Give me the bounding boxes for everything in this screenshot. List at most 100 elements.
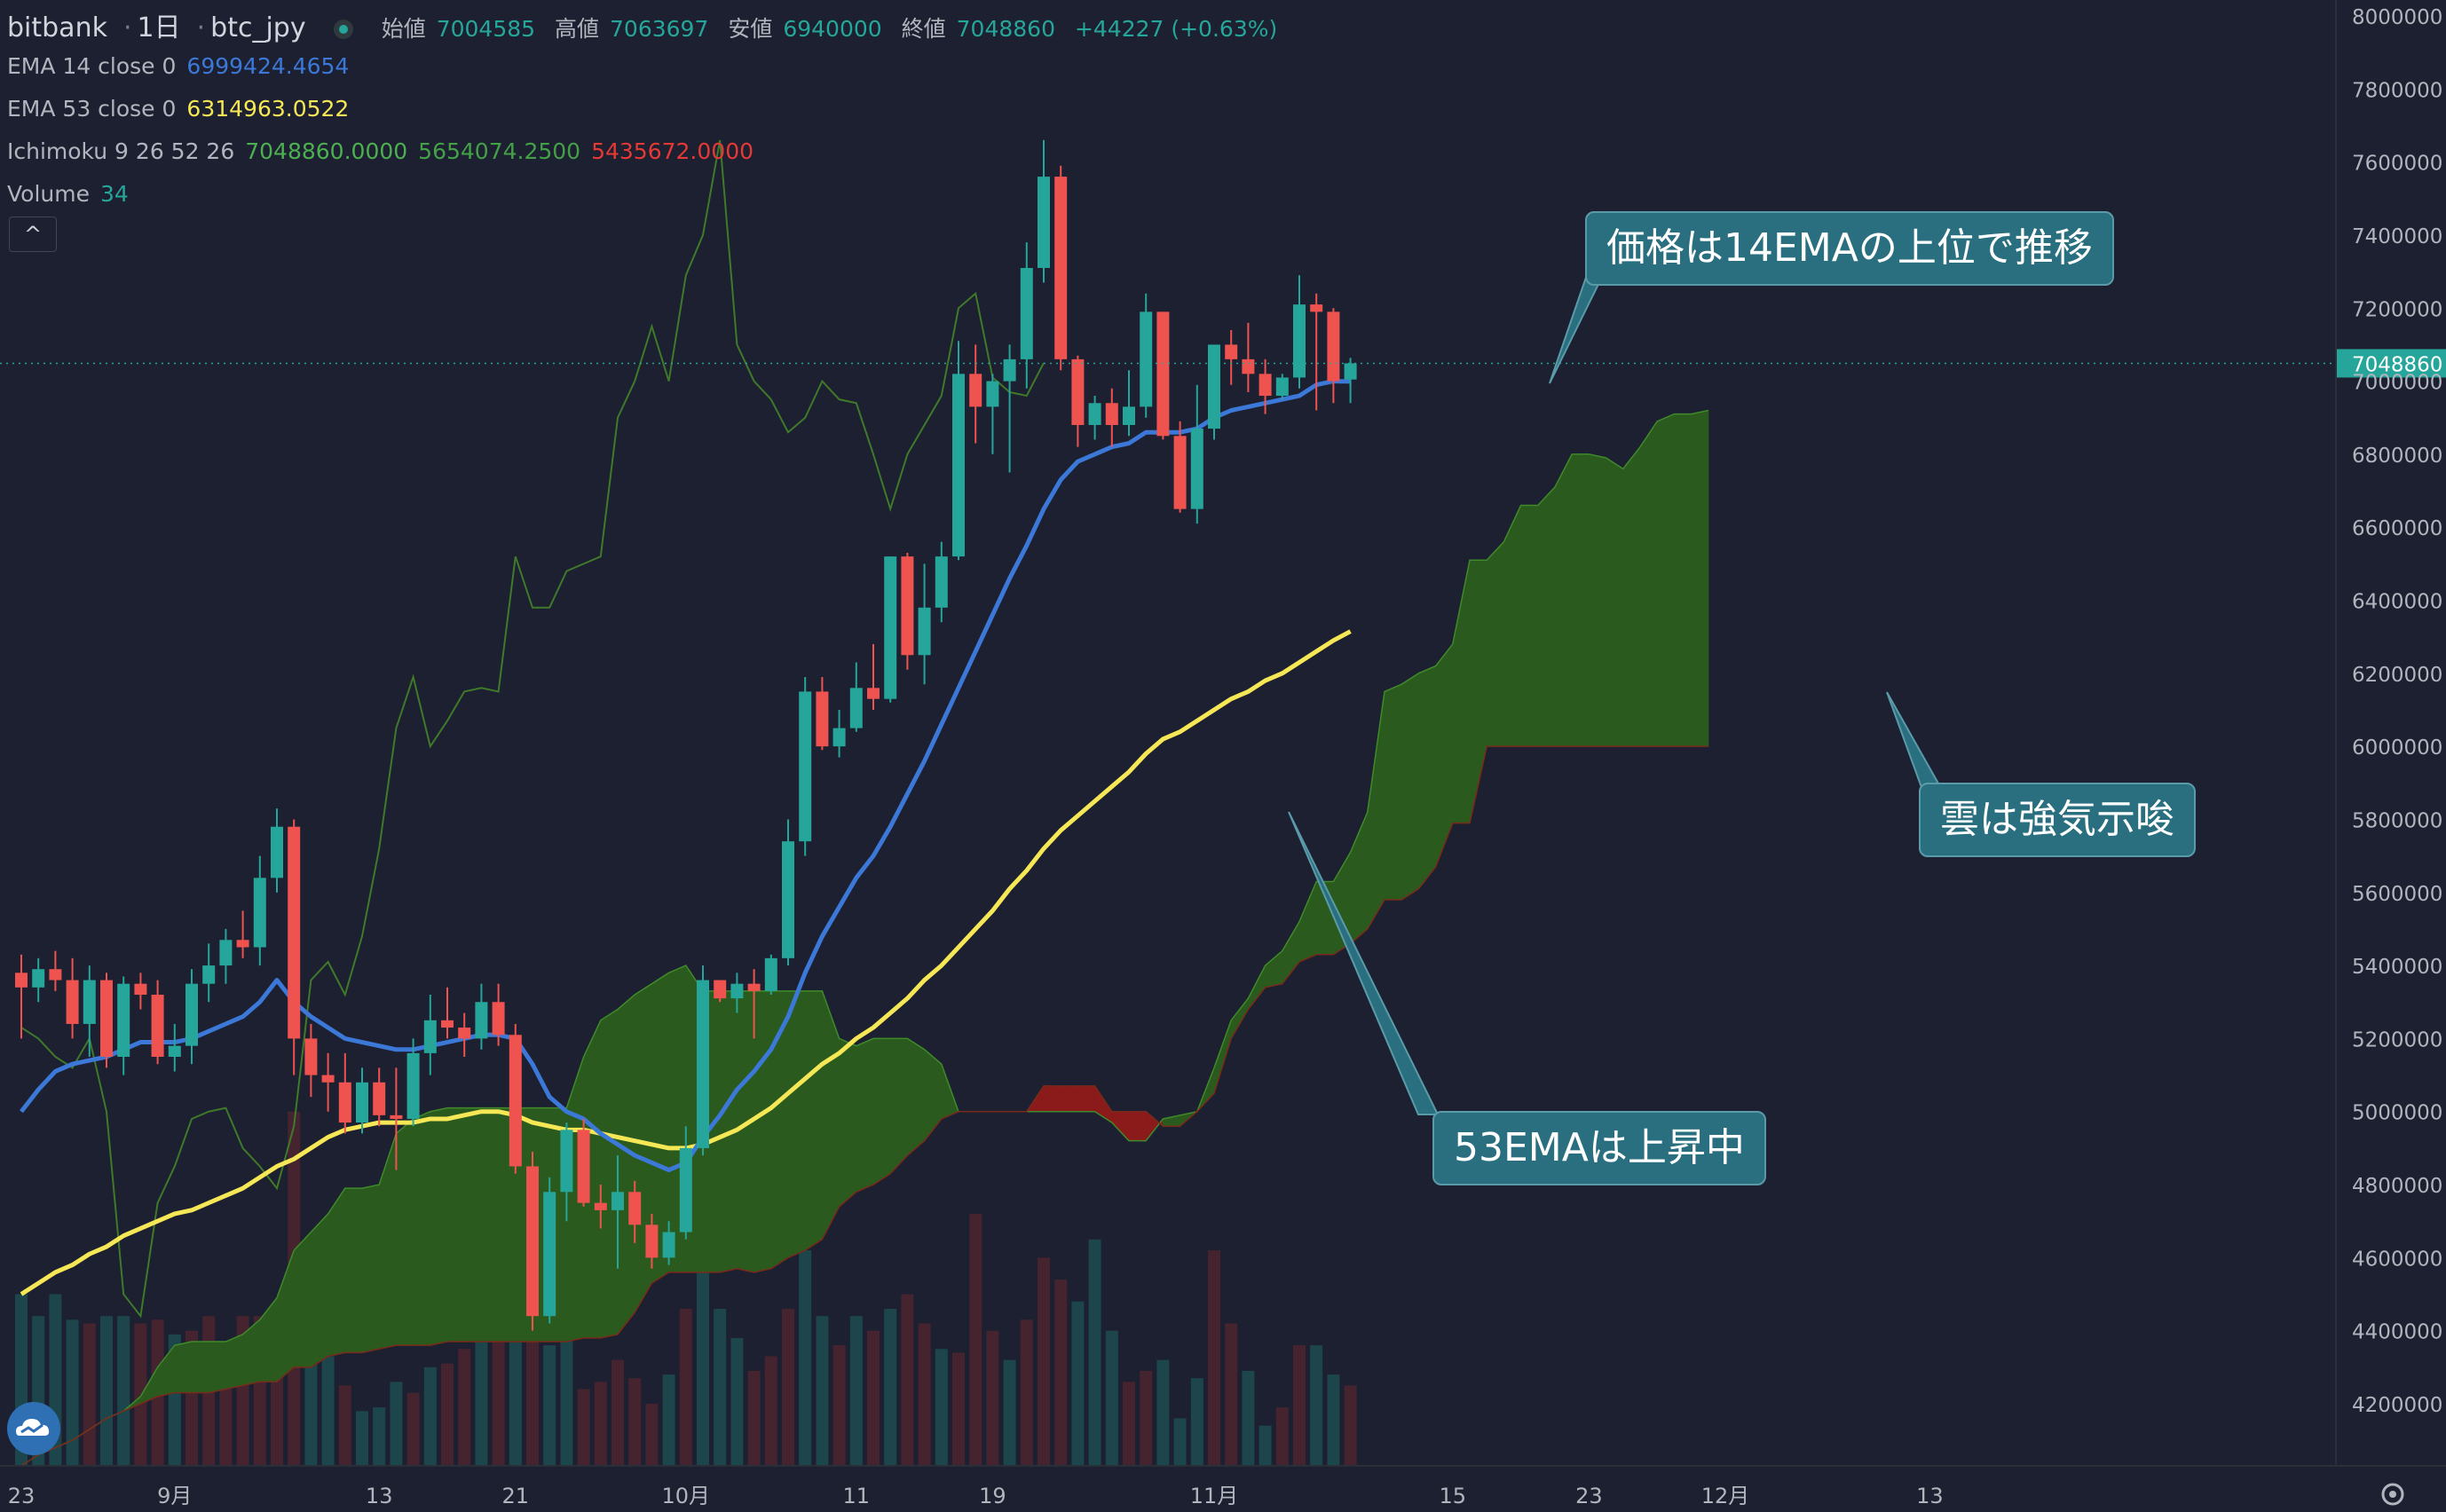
- cloud-segment: [1401, 672, 1419, 901]
- candle[interactable]: [1275, 374, 1289, 400]
- candle[interactable]: [832, 710, 846, 758]
- candle[interactable]: [714, 980, 727, 1003]
- candle[interactable]: [662, 1221, 675, 1265]
- candle[interactable]: [799, 676, 812, 856]
- candle[interactable]: [901, 553, 914, 670]
- candle[interactable]: [730, 973, 744, 1013]
- time-tick-label: 10月: [662, 1484, 711, 1508]
- candle[interactable]: [441, 987, 454, 1039]
- candle[interactable]: [1020, 242, 1033, 389]
- candle[interactable]: [577, 1118, 590, 1207]
- candle[interactable]: [1038, 139, 1050, 283]
- candle[interactable]: [32, 957, 45, 1003]
- candle[interactable]: [543, 1177, 556, 1324]
- volume-bar: [935, 1349, 948, 1466]
- volume-bar: [799, 1250, 812, 1466]
- candle[interactable]: [219, 928, 233, 984]
- candle[interactable]: [100, 973, 113, 1068]
- candle[interactable]: [151, 980, 164, 1065]
- candle[interactable]: [816, 676, 829, 751]
- candle[interactable]: [884, 556, 897, 703]
- candle[interactable]: [1190, 384, 1203, 524]
- candle[interactable]: [202, 943, 216, 1003]
- cloud-segment: [225, 1334, 244, 1390]
- candle[interactable]: [321, 1052, 335, 1112]
- candle[interactable]: [969, 344, 982, 444]
- candle[interactable]: [867, 643, 880, 710]
- interval-label[interactable]: 1日: [137, 12, 181, 43]
- candle[interactable]: [612, 1155, 624, 1269]
- candle[interactable]: [15, 954, 28, 1039]
- candle[interactable]: [1310, 293, 1323, 411]
- candle[interactable]: [1123, 370, 1135, 437]
- cloud-segment: [736, 990, 755, 1273]
- candle[interactable]: [918, 563, 931, 685]
- candle[interactable]: [1225, 329, 1238, 385]
- indicator-volume-legend[interactable]: Volume 34: [7, 181, 139, 207]
- candle-body: [577, 1130, 590, 1203]
- candle[interactable]: [560, 1122, 573, 1222]
- candle[interactable]: [1054, 165, 1068, 371]
- candle[interactable]: [338, 1052, 351, 1134]
- candle-body: [816, 691, 829, 747]
- candle[interactable]: [1088, 396, 1101, 440]
- candle[interactable]: [423, 995, 437, 1075]
- candle[interactable]: [49, 950, 62, 991]
- candle[interactable]: [253, 855, 266, 966]
- candle[interactable]: [475, 983, 488, 1050]
- candle[interactable]: [356, 1067, 368, 1134]
- candle[interactable]: [1003, 344, 1016, 473]
- candle[interactable]: [986, 374, 999, 454]
- indicator-ema53-legend[interactable]: EMA 53 close 0 6314963.0522: [7, 96, 359, 122]
- candle[interactable]: [645, 1213, 659, 1269]
- price-axis[interactable]: 4200000 4400000 4600000 4800000 5000000 52000…: [2335, 0, 2442, 1466]
- candle[interactable]: [764, 954, 777, 996]
- candle[interactable]: [509, 1023, 522, 1174]
- time-axis[interactable]: 23 9月 13 21 10月 11 19 11月 15 23 12月 13: [0, 1465, 2446, 1508]
- candle[interactable]: [406, 1038, 420, 1127]
- candle[interactable]: [594, 1185, 607, 1229]
- candle[interactable]: [1208, 344, 1220, 440]
- cloud-span-b: [20, 745, 1708, 1467]
- candle[interactable]: [134, 973, 147, 1010]
- candle[interactable]: [66, 957, 79, 1039]
- candle[interactable]: [628, 1180, 642, 1243]
- candle[interactable]: [1173, 421, 1187, 513]
- candle[interactable]: [526, 1152, 539, 1331]
- candle[interactable]: [747, 969, 761, 1039]
- indicator-ema14-legend[interactable]: EMA 14 close 0 6999424.4654: [7, 53, 359, 79]
- candle[interactable]: [458, 1012, 471, 1057]
- indicator-ichimoku-legend[interactable]: Ichimoku 9 26 52 26 7048860.0000 5654074.2…: [7, 138, 764, 164]
- candle[interactable]: [83, 965, 96, 1057]
- volume-bar: [747, 1370, 761, 1466]
- candle[interactable]: [1140, 293, 1153, 418]
- candle[interactable]: [679, 1126, 692, 1240]
- candle[interactable]: [304, 1023, 318, 1098]
- symbol-name[interactable]: btc_jpy: [210, 12, 306, 43]
- candle[interactable]: [185, 969, 198, 1065]
- candle[interactable]: [1242, 322, 1255, 392]
- gear-icon[interactable]: [2381, 1483, 2404, 1506]
- candle[interactable]: [117, 976, 130, 1075]
- tradingview-logo[interactable]: [7, 1402, 60, 1455]
- collapse-legend-button[interactable]: ^: [9, 217, 57, 252]
- candle[interactable]: [1156, 311, 1170, 440]
- candle[interactable]: [288, 819, 301, 1075]
- candle[interactable]: [1293, 275, 1306, 389]
- candle[interactable]: [271, 808, 283, 893]
- candle[interactable]: [1071, 355, 1085, 447]
- candle[interactable]: [390, 1067, 403, 1170]
- candle[interactable]: [782, 819, 794, 966]
- candle[interactable]: [168, 1023, 181, 1072]
- candle[interactable]: [236, 910, 249, 958]
- candle[interactable]: [1259, 358, 1272, 414]
- candle[interactable]: [935, 541, 948, 623]
- candle[interactable]: [697, 965, 709, 1156]
- candle[interactable]: [849, 662, 863, 732]
- candle[interactable]: [952, 341, 965, 561]
- ichimoku-lagging-span: [20, 139, 1045, 1319]
- candle[interactable]: [492, 983, 505, 1046]
- candle[interactable]: [1344, 358, 1357, 404]
- candle[interactable]: [1105, 388, 1118, 447]
- candle[interactable]: [373, 1067, 386, 1127]
